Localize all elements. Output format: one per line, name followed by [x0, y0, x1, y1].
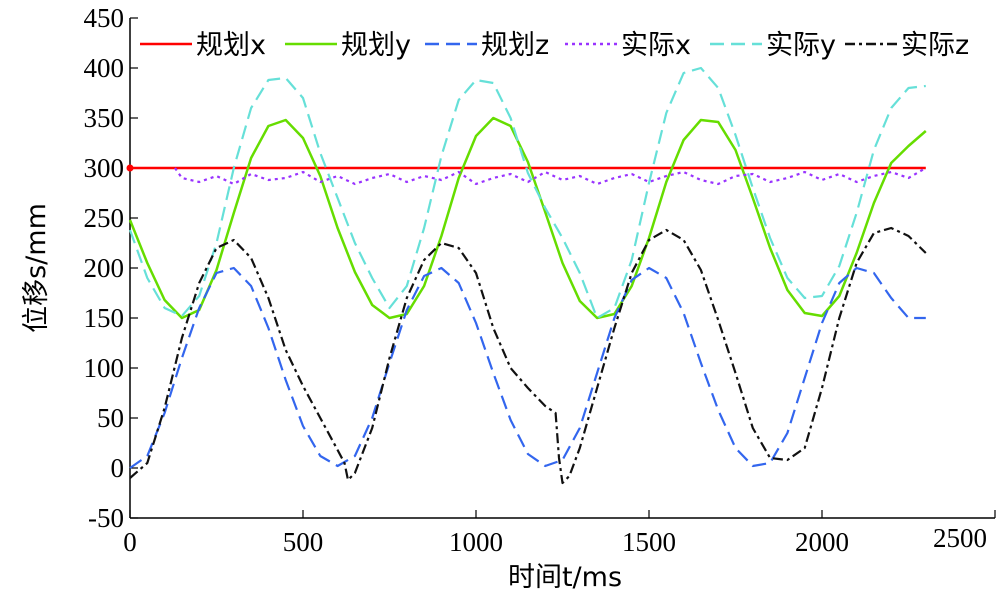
y-tick-label: 450 [84, 3, 125, 33]
y-tick-label: 200 [84, 253, 125, 283]
y-tick-label: 100 [84, 353, 125, 383]
axes: 0 500 1000 1500 2000 2500-5005010015020025030… [84, 3, 996, 557]
series-line-4 [174, 167, 927, 186]
legend: 规划x 规划y 规划z 实际x 实际y 实际z [140, 30, 969, 61]
x-tick-label: 0 [123, 527, 137, 557]
series-line-5 [128, 66, 926, 320]
series-line-6 [129, 226, 927, 485]
x-tick-label: 1500 [622, 527, 676, 557]
legend-label: 规划z [481, 30, 549, 61]
series-marker [126, 164, 134, 172]
series-line-2 [128, 116, 927, 320]
legend-label: 实际x [621, 30, 691, 61]
y-tick-label: 300 [84, 153, 125, 183]
x-axis-title: 时间t/ms [508, 562, 622, 593]
legend-label: 实际y [766, 30, 836, 61]
x-tick-label: 1000 [449, 527, 503, 557]
legend-label: 实际z [901, 30, 969, 61]
y-tick-label: -50 [88, 503, 124, 533]
y-tick-label: 400 [84, 53, 125, 83]
y-axis-title: 位移s/mm [21, 203, 52, 333]
legend-label: 规划y [341, 30, 411, 61]
x-tick-label: 2000 [795, 527, 849, 557]
y-tick-label: 350 [84, 103, 125, 133]
series-lines [126, 66, 927, 485]
series-line-3 [129, 266, 926, 469]
x-tick-label: 2500 [933, 523, 987, 553]
x-tick-label: 500 [283, 527, 324, 557]
legend-label: 规划x [196, 30, 266, 61]
y-tick-label: 0 [111, 453, 125, 483]
y-tick-label: 250 [84, 203, 125, 233]
y-tick-label: 50 [97, 403, 124, 433]
y-tick-label: 150 [84, 303, 125, 333]
